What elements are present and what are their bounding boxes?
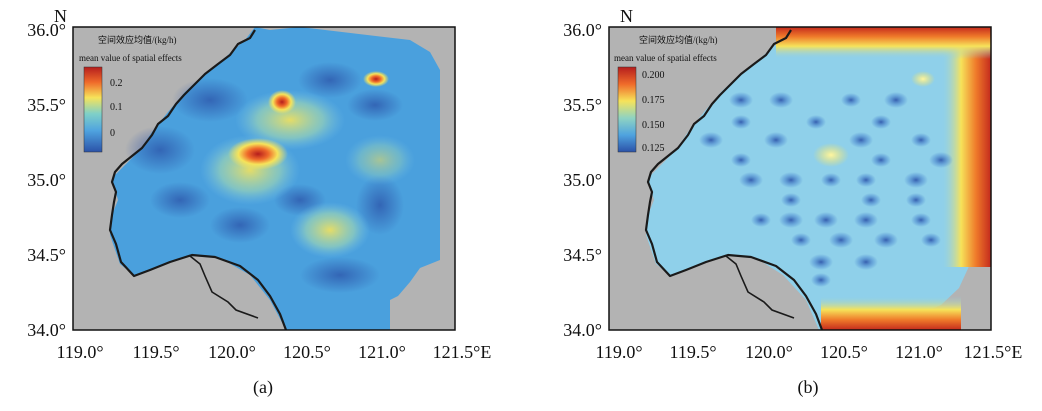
map-panel-a: 空间效应均值/(kg/h) mean value of spatial effe… — [0, 0, 521, 406]
x-tick-label: 121.5°E — [433, 342, 492, 362]
legend-a-tick: 0.2 — [110, 78, 123, 89]
x-tick-label: 119.5° — [669, 342, 716, 362]
map-b-frame — [608, 26, 992, 331]
north-label-a: N — [54, 6, 67, 26]
x-axis-a: 119.0° 119.5° 120.0° 120.5° 121.0° 121.5… — [56, 342, 491, 362]
map-panel-b: 空间效应均值/(kg/h) mean value of spatial effe… — [521, 0, 1042, 406]
y-axis-b: 36.0° 35.5° 35.0° 34.5° 34.0° — [563, 20, 602, 340]
x-tick-label: 121.0° — [358, 342, 406, 362]
map-a-legend: 空间效应均值/(kg/h) mean value of spatial effe… — [79, 34, 182, 153]
map-b-grid-cells — [699, 92, 953, 287]
map-a-frame — [72, 26, 456, 331]
y-tick-label: 34.5° — [27, 245, 66, 265]
map-a-coastline — [108, 29, 288, 331]
y-tick-label: 35.5° — [563, 95, 602, 115]
map-b-legend: 空间效应均值/(kg/h) mean value of spatial effe… — [614, 34, 718, 154]
caption-a: (a) — [253, 377, 273, 398]
y-tick-label: 36.0° — [563, 20, 602, 40]
legend-b-title-en: mean value of spatial effects — [614, 53, 717, 63]
map-b-river — [725, 255, 795, 319]
map-a-svg: 空间效应均值/(kg/h) mean value of spatial effe… — [27, 6, 491, 398]
north-label-b: N — [620, 6, 633, 26]
y-tick-label: 35.5° — [27, 95, 66, 115]
legend-b-colorbar — [617, 66, 637, 153]
map-b-svg: 空间效应均值/(kg/h) mean value of spatial effe… — [563, 6, 1022, 398]
map-a-river — [189, 255, 259, 319]
map-b-coastline — [644, 29, 824, 331]
y-tick-label: 35.0° — [27, 170, 66, 190]
caption-b: (b) — [798, 377, 819, 398]
legend-b-tick: 0.150 — [642, 120, 665, 131]
legend-a-title-en: mean value of spatial effects — [79, 53, 182, 63]
legend-a-tick: 0 — [110, 128, 115, 139]
legend-a-colorbar — [83, 66, 103, 153]
y-axis-a: 36.0° 35.5° 35.0° 34.5° 34.0° — [27, 20, 66, 340]
y-tick-label: 34.0° — [27, 320, 66, 340]
legend-b-tick: 0.125 — [642, 143, 665, 154]
y-tick-label: 34.0° — [563, 320, 602, 340]
legend-a-tick: 0.1 — [110, 102, 123, 113]
x-tick-label: 120.0° — [745, 342, 793, 362]
y-tick-label: 35.0° — [563, 170, 602, 190]
x-tick-label: 120.0° — [208, 342, 256, 362]
legend-b-tick: 0.200 — [642, 70, 665, 81]
x-tick-label: 119.0° — [595, 342, 642, 362]
x-tick-label: 120.5° — [820, 342, 868, 362]
x-tick-label: 119.0° — [56, 342, 103, 362]
x-tick-label: 121.0° — [895, 342, 943, 362]
legend-a-title-cn: 空间效应均值/(kg/h) — [98, 34, 177, 45]
x-tick-label: 119.5° — [132, 342, 179, 362]
y-tick-label: 34.5° — [563, 245, 602, 265]
y-tick-label: 36.0° — [27, 20, 66, 40]
x-tick-label: 120.5° — [283, 342, 331, 362]
x-tick-label: 121.5°E — [964, 342, 1023, 362]
legend-b-tick: 0.175 — [642, 95, 665, 106]
x-axis-b: 119.0° 119.5° 120.0° 120.5° 121.0° 121.5… — [595, 342, 1022, 362]
legend-b-title-cn: 空间效应均值/(kg/h) — [639, 34, 718, 45]
